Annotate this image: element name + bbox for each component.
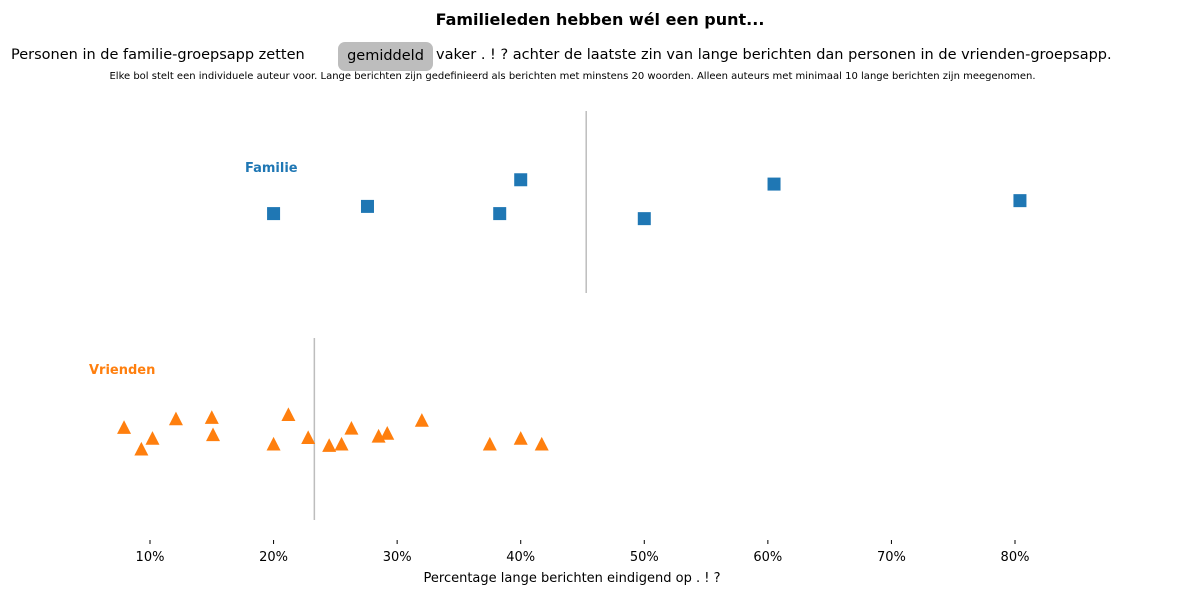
data-point-triangle: [344, 421, 359, 435]
data-point-square: [493, 207, 507, 221]
x-tick-label: 20%: [259, 550, 288, 565]
data-point-triangle: [380, 426, 395, 440]
data-point-square: [267, 207, 281, 221]
chart-note: Elke bol stelt een individuele auteur vo…: [109, 71, 1036, 82]
data-point-triangle: [204, 410, 219, 424]
data-point-triangle: [206, 427, 221, 442]
subtitle-highlight-badge: gemiddeld: [338, 42, 433, 71]
data-point-square: [637, 212, 651, 226]
x-tick-label: 60%: [753, 550, 782, 565]
subtitle: Personen in de familie-groepsapp zetten …: [0, 42, 1200, 72]
data-point-square: [767, 177, 781, 191]
data-point-triangle: [281, 407, 296, 421]
x-tick-label: 30%: [383, 550, 412, 565]
x-tick-label: 70%: [877, 550, 906, 565]
group-label-familie: Familie: [245, 161, 298, 176]
data-point-triangle: [482, 436, 497, 451]
data-point-triangle: [322, 438, 337, 452]
data-point-triangle: [301, 430, 316, 445]
data-point-triangle: [334, 436, 349, 451]
data-point-triangle: [513, 431, 528, 445]
subtitle-before: Personen in de familie-groepsapp zetten: [11, 47, 305, 63]
data-point-triangle: [168, 411, 183, 426]
x-tick-label: 80%: [1001, 550, 1030, 565]
subtitle-after: vaker . ! ? achter de laatste zin van la…: [436, 47, 1112, 63]
x-axis-label: Percentage lange berichten eindigend op …: [424, 571, 721, 586]
data-point-square: [514, 173, 528, 187]
x-tick-label: 40%: [506, 550, 535, 565]
data-point-triangle: [117, 420, 132, 434]
data-point-triangle: [266, 436, 281, 451]
data-point-square: [1013, 194, 1027, 208]
data-point-triangle: [145, 431, 160, 445]
data-point-triangle: [414, 413, 429, 427]
chart-title: Familieleden hebben wél een punt...: [435, 10, 765, 29]
x-tick-label: 50%: [630, 550, 659, 565]
data-point-square: [360, 199, 374, 213]
data-point-triangle: [134, 441, 149, 456]
group-label-vrienden: Vrienden: [89, 363, 155, 378]
x-tick-label: 10%: [136, 550, 165, 565]
data-point-triangle: [534, 436, 549, 451]
